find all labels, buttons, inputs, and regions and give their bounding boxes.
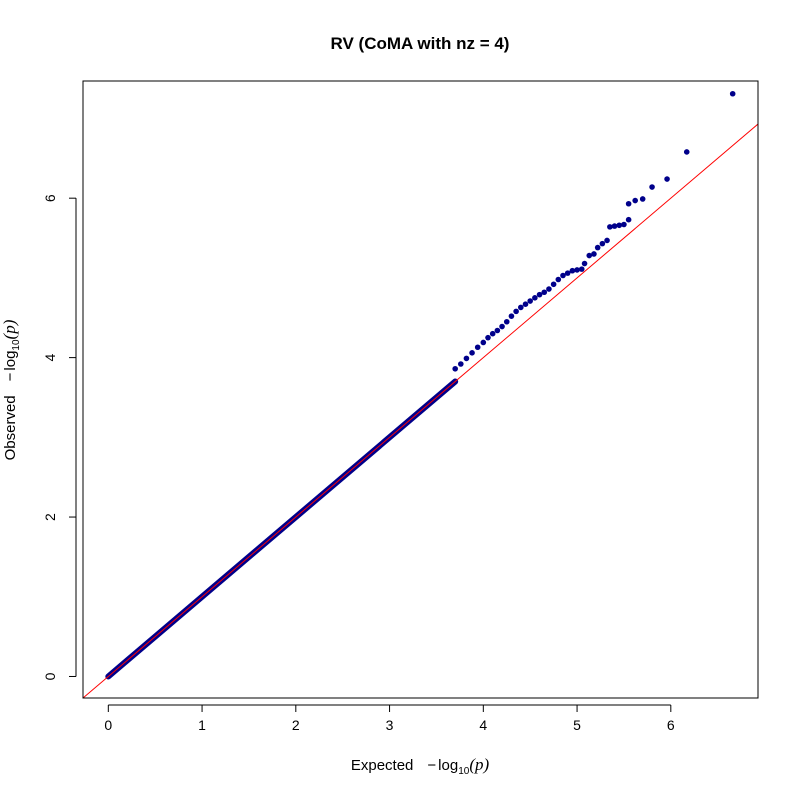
- data-layer: [83, 90, 758, 698]
- data-point: [578, 266, 585, 272]
- plot-frame: [82, 80, 759, 699]
- data-point: [621, 221, 627, 228]
- data-point: [474, 344, 481, 351]
- y-axis-label-prefix: Observed: [2, 395, 19, 460]
- x-axis-label-close: ): [482, 755, 489, 774]
- data-point: [546, 286, 552, 292]
- y-axis-label-open: (: [0, 332, 19, 339]
- data-point: [569, 267, 576, 274]
- y-tick-label: 6: [42, 194, 58, 202]
- y-axis-label-log: log: [2, 351, 19, 371]
- data-point: [503, 318, 510, 325]
- data-point: [513, 308, 519, 315]
- data-point: [536, 291, 543, 298]
- x-axis-label-prefix: Expected: [351, 757, 414, 774]
- data-point: [560, 272, 566, 279]
- data-point: [508, 313, 515, 319]
- data-point: [604, 237, 610, 244]
- x-tick-label: 4: [479, 717, 487, 733]
- x-tick-label: 6: [667, 717, 675, 733]
- data-point: [469, 350, 475, 356]
- data-point: [452, 365, 458, 372]
- x-tick-label: 0: [104, 717, 112, 733]
- x-tick-label: 3: [386, 717, 394, 733]
- x-tick-label: 5: [573, 717, 581, 733]
- data-point: [532, 295, 538, 301]
- x-tick-label: 1: [198, 717, 206, 733]
- data-point: [485, 334, 491, 341]
- data-point: [480, 339, 487, 346]
- data-point: [607, 224, 613, 230]
- data-point: [599, 240, 606, 247]
- data-point: [494, 327, 501, 334]
- data-point: [625, 216, 632, 223]
- x-axis-label-var: p: [474, 755, 484, 774]
- data-point: [639, 196, 646, 202]
- data-point: [591, 251, 597, 257]
- y-axis-label-minus: −: [2, 372, 19, 381]
- x-axis-label-log: log: [438, 757, 458, 774]
- data-point: [489, 330, 496, 337]
- data-point: [632, 197, 638, 204]
- y-tick-label: 0: [42, 672, 58, 680]
- data-point: [522, 301, 529, 308]
- data-point: [574, 267, 580, 273]
- data-point: [527, 298, 533, 304]
- data-point: [499, 323, 505, 330]
- data-point: [564, 270, 571, 276]
- data-point: [625, 200, 632, 207]
- data-point: [594, 244, 601, 251]
- y-axis-label-close: ): [0, 319, 19, 326]
- data-point: [616, 222, 623, 229]
- data-point: [581, 260, 588, 267]
- axis-layer: 0 1 2 3 4 5 6 0 2 4 6: [42, 194, 675, 733]
- y-axis-label-var: p: [0, 325, 19, 335]
- data-point: [586, 252, 593, 259]
- data-point: [611, 223, 618, 229]
- chart-title: RV (CoMA with nz = 4): [331, 34, 510, 53]
- data-point: [550, 281, 557, 288]
- x-axis-label-base: 10: [458, 766, 470, 777]
- data-point: [541, 289, 548, 296]
- data-point: [683, 149, 690, 155]
- y-axis-label-base: 10: [11, 339, 22, 351]
- data-point: [518, 304, 524, 311]
- x-axis-label: Expected − log10(p): [351, 755, 490, 777]
- data-point: [458, 361, 464, 367]
- x-axis-label-open: (: [469, 755, 476, 774]
- y-tick-label: 4: [42, 354, 58, 362]
- data-point: [463, 355, 470, 362]
- y-axis-label: Observed −log10(p): [0, 319, 22, 460]
- y-tick-label: 2: [42, 513, 58, 521]
- data-point: [555, 276, 562, 283]
- x-axis-label-minus: −: [427, 757, 436, 774]
- x-tick-label: 2: [292, 717, 300, 733]
- data-point: [729, 90, 736, 97]
- reference-line: [83, 123, 758, 698]
- data-point: [649, 184, 655, 190]
- data-point: [664, 176, 670, 182]
